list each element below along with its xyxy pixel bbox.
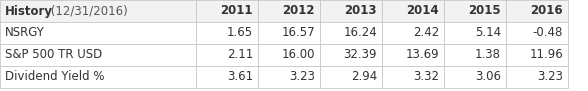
Bar <box>258 44 320 66</box>
Text: 2011: 2011 <box>220 4 253 17</box>
Text: 16.00: 16.00 <box>282 49 315 62</box>
Text: 2.11: 2.11 <box>227 49 253 62</box>
Text: 3.23: 3.23 <box>537 71 563 84</box>
Bar <box>258 66 320 88</box>
Bar <box>382 44 444 66</box>
Bar <box>196 0 258 22</box>
Text: 1.65: 1.65 <box>227 26 253 39</box>
Bar <box>506 66 568 88</box>
Text: 2014: 2014 <box>406 4 439 17</box>
Text: 3.32: 3.32 <box>413 71 439 84</box>
Text: 13.69: 13.69 <box>405 49 439 62</box>
Text: -0.48: -0.48 <box>533 26 563 39</box>
Text: 2.42: 2.42 <box>413 26 439 39</box>
Bar <box>444 22 506 44</box>
Text: 1.38: 1.38 <box>475 49 501 62</box>
Bar <box>196 66 258 88</box>
Text: History: History <box>5 4 53 17</box>
Bar <box>444 66 506 88</box>
Text: (12/31/2016): (12/31/2016) <box>47 4 128 17</box>
Text: Dividend Yield %: Dividend Yield % <box>5 71 105 84</box>
Bar <box>0 22 196 44</box>
Bar <box>382 22 444 44</box>
Bar <box>506 44 568 66</box>
Bar <box>196 44 258 66</box>
Bar <box>0 66 196 88</box>
Text: 2015: 2015 <box>469 4 501 17</box>
Bar <box>258 0 320 22</box>
Text: 16.57: 16.57 <box>282 26 315 39</box>
Bar <box>444 0 506 22</box>
Text: 5.14: 5.14 <box>475 26 501 39</box>
Bar <box>320 0 382 22</box>
Text: 32.39: 32.39 <box>343 49 377 62</box>
Bar <box>382 66 444 88</box>
Bar <box>320 44 382 66</box>
Text: 2013: 2013 <box>345 4 377 17</box>
Bar <box>444 44 506 66</box>
Text: S&P 500 TR USD: S&P 500 TR USD <box>5 49 102 62</box>
Bar <box>258 22 320 44</box>
Text: 2016: 2016 <box>530 4 563 17</box>
Bar <box>196 22 258 44</box>
Text: 2012: 2012 <box>282 4 315 17</box>
Bar <box>320 22 382 44</box>
Text: 3.06: 3.06 <box>475 71 501 84</box>
Bar <box>0 44 196 66</box>
Bar <box>0 0 196 22</box>
Bar <box>506 22 568 44</box>
Text: 3.61: 3.61 <box>227 71 253 84</box>
Text: 11.96: 11.96 <box>529 49 563 62</box>
Bar <box>382 0 444 22</box>
Text: 16.24: 16.24 <box>343 26 377 39</box>
Bar <box>320 66 382 88</box>
Bar <box>506 0 568 22</box>
Text: 2.94: 2.94 <box>351 71 377 84</box>
Text: 3.23: 3.23 <box>289 71 315 84</box>
Text: NSRGY: NSRGY <box>5 26 45 39</box>
